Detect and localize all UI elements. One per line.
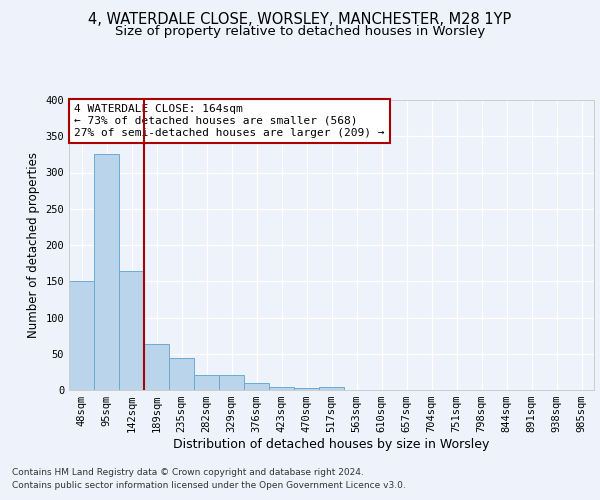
Bar [144,344,169,390]
Text: 4, WATERDALE CLOSE, WORSLEY, MANCHESTER, M28 1YP: 4, WATERDALE CLOSE, WORSLEY, MANCHESTER,… [88,12,512,28]
Y-axis label: Number of detached properties: Number of detached properties [27,152,40,338]
Bar [69,280,94,390]
Bar [119,271,144,390]
Text: Size of property relative to detached houses in Worsley: Size of property relative to detached ho… [115,25,485,38]
Bar [169,358,194,390]
Bar [219,375,244,390]
Text: Contains public sector information licensed under the Open Government Licence v3: Contains public sector information licen… [12,480,406,490]
Text: 4 WATERDALE CLOSE: 164sqm
← 73% of detached houses are smaller (568)
27% of semi: 4 WATERDALE CLOSE: 164sqm ← 73% of detac… [74,104,385,138]
Bar [194,375,219,390]
X-axis label: Distribution of detached houses by size in Worsley: Distribution of detached houses by size … [173,438,490,451]
Text: Contains HM Land Registry data © Crown copyright and database right 2024.: Contains HM Land Registry data © Crown c… [12,468,364,477]
Bar [294,388,319,390]
Bar [94,154,119,390]
Bar [244,384,269,390]
Bar [269,387,294,390]
Bar [319,387,344,390]
